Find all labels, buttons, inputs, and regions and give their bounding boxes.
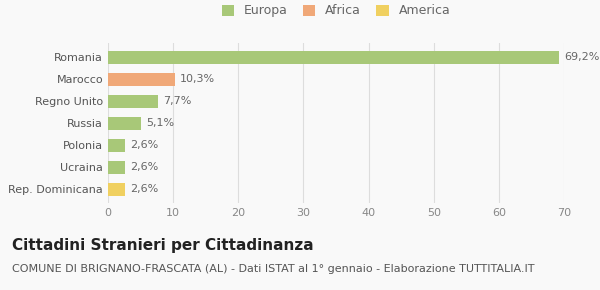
Bar: [108, 117, 141, 130]
Text: 69,2%: 69,2%: [564, 52, 599, 62]
Bar: [108, 161, 125, 174]
Text: 5,1%: 5,1%: [146, 118, 175, 128]
Legend: Europa, Africa, America: Europa, Africa, America: [219, 2, 453, 20]
Text: 2,6%: 2,6%: [130, 184, 158, 194]
Bar: [108, 95, 158, 108]
Bar: [108, 183, 125, 196]
Text: 2,6%: 2,6%: [130, 162, 158, 172]
Text: 7,7%: 7,7%: [163, 96, 192, 106]
Text: Cittadini Stranieri per Cittadinanza: Cittadini Stranieri per Cittadinanza: [12, 238, 314, 253]
Text: COMUNE DI BRIGNANO-FRASCATA (AL) - Dati ISTAT al 1° gennaio - Elaborazione TUTTI: COMUNE DI BRIGNANO-FRASCATA (AL) - Dati …: [12, 264, 535, 274]
Bar: [108, 51, 559, 64]
Text: 2,6%: 2,6%: [130, 140, 158, 150]
Bar: [108, 73, 175, 86]
Bar: [108, 139, 125, 152]
Text: 10,3%: 10,3%: [181, 74, 215, 84]
